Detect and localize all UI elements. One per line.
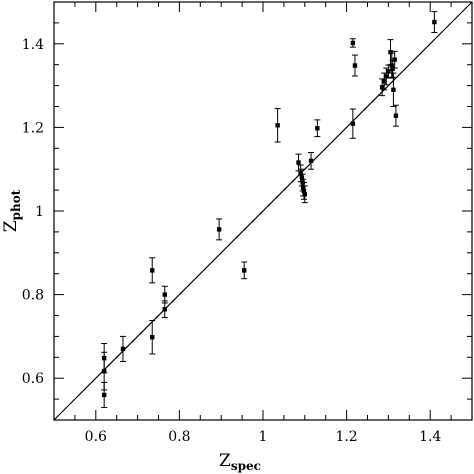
y-tick-label: 1.2: [22, 120, 44, 136]
point-marker: [384, 74, 389, 79]
point-marker: [120, 346, 126, 352]
point-marker: [101, 392, 107, 398]
point-marker: [386, 69, 391, 74]
y-tick-label: 0.6: [22, 371, 44, 387]
point-marker: [162, 292, 167, 297]
point-marker: [379, 85, 385, 90]
point-marker: [275, 123, 280, 128]
point-marker: [299, 175, 305, 180]
point-marker: [350, 121, 356, 126]
data-point: [349, 38, 356, 48]
point-marker: [382, 79, 387, 84]
point-marker: [388, 49, 393, 55]
reference-line: [53, 1, 473, 421]
data-point: [161, 300, 168, 319]
data-point: [274, 108, 281, 143]
point-marker: [241, 268, 247, 273]
data-point: [351, 54, 358, 77]
point-marker: [315, 126, 320, 131]
x-tick-label: 1.2: [335, 429, 357, 445]
point-marker: [393, 113, 399, 118]
data-point: [149, 257, 156, 284]
data-point: [241, 261, 248, 280]
y-axis-title: Zphot: [1, 189, 23, 232]
point-marker: [301, 188, 307, 194]
y-tick-label: 1: [35, 204, 44, 220]
axis-ticks: [53, 1, 473, 421]
point-marker: [389, 63, 394, 68]
x-tick-label: 0.6: [85, 429, 107, 445]
data-point: [349, 108, 356, 139]
data-point: [431, 11, 438, 34]
data-point: [300, 182, 307, 200]
data-point: [314, 119, 321, 138]
x-tick-label: 0.8: [168, 429, 190, 445]
point-marker: [432, 19, 437, 25]
point-marker: [150, 335, 155, 340]
y-tick-label: 1.4: [22, 37, 44, 53]
data-point: [301, 185, 308, 204]
point-marker: [298, 171, 303, 176]
data-point: [101, 381, 108, 408]
data-point: [149, 320, 156, 355]
y-tick-label: 0.8: [22, 288, 44, 304]
data-point: [308, 151, 315, 170]
point-marker: [101, 368, 107, 374]
point-marker: [162, 307, 167, 312]
data-point: [392, 104, 399, 127]
data-point: [390, 72, 397, 107]
point-marker: [150, 268, 155, 273]
point-marker: [392, 57, 397, 62]
data-points: [101, 11, 438, 408]
point-marker: [300, 185, 306, 190]
point-marker: [391, 87, 396, 92]
point-marker: [390, 66, 395, 72]
x-tick-label: 1.4: [419, 429, 441, 445]
x-tick-label: 1: [259, 429, 268, 445]
data-point: [391, 50, 398, 69]
point-marker: [296, 160, 301, 165]
point-marker: [352, 63, 358, 68]
data-point: [119, 335, 126, 362]
point-marker: [216, 227, 222, 232]
point-marker: [308, 158, 314, 164]
axis-tick-labels: 0.6 0.8 1 1.2 1.4 0.6 0.8 1 1.2 1.4: [22, 37, 442, 445]
point-marker: [302, 192, 307, 197]
x-axis-title: Zspec: [219, 451, 261, 473]
data-point: [216, 218, 223, 241]
point-marker: [350, 40, 356, 46]
